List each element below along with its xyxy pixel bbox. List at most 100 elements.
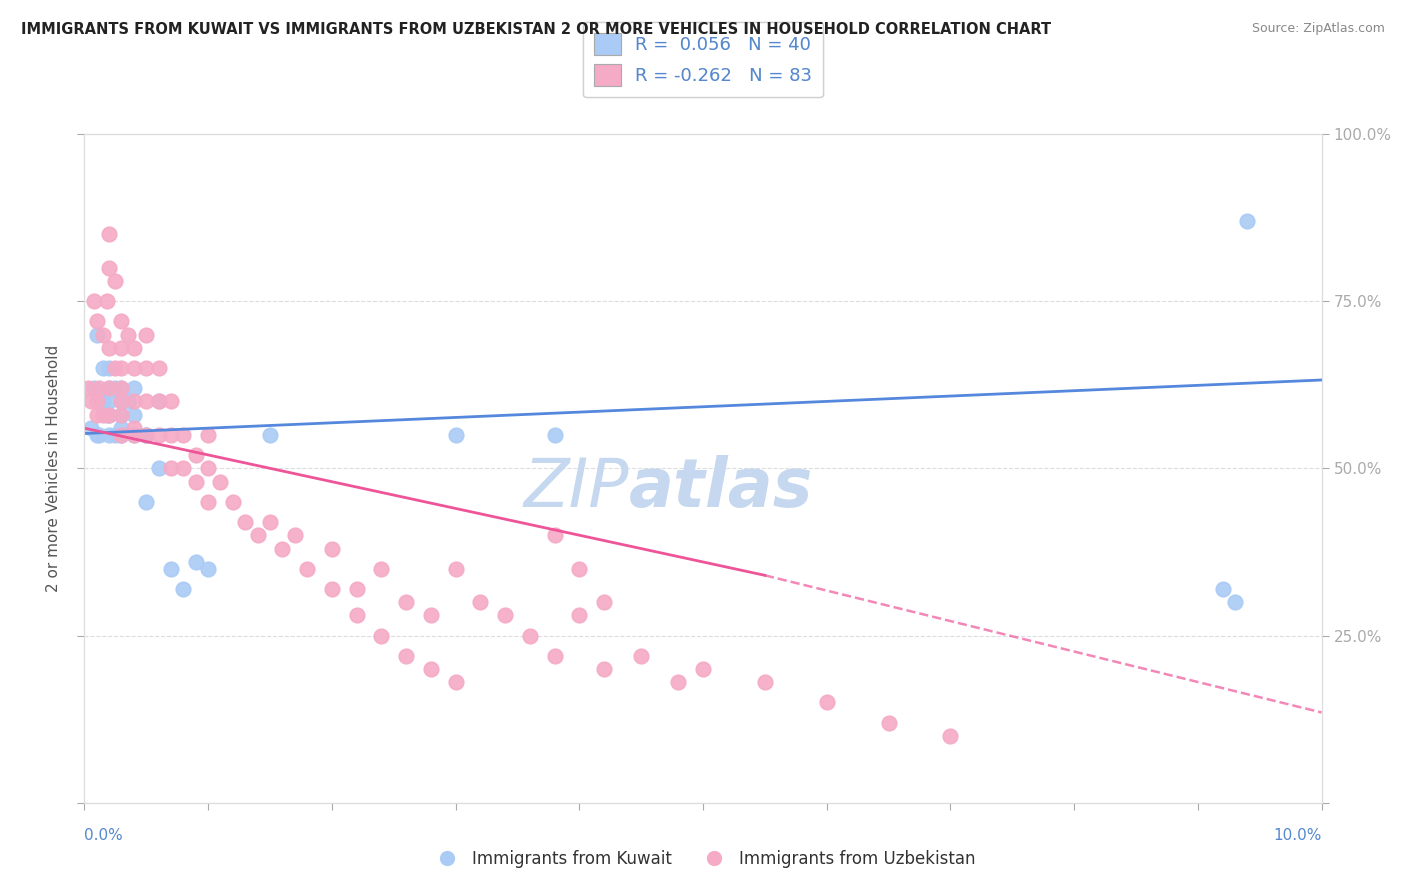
Point — [246, 528, 269, 542]
Point — [321, 541, 343, 556]
Text: Source: ZipAtlas.com: Source: ZipAtlas.com — [1251, 22, 1385, 36]
Point — [295, 562, 318, 576]
Point — [197, 562, 219, 576]
Point — [419, 662, 441, 676]
Point — [98, 428, 121, 442]
Point — [110, 314, 132, 328]
Point — [172, 461, 194, 475]
Point — [184, 448, 207, 462]
Point — [110, 394, 132, 409]
Point — [444, 562, 467, 576]
Point — [122, 421, 145, 435]
Point — [98, 408, 121, 422]
Point — [395, 648, 418, 663]
Point — [117, 394, 139, 409]
Point — [1212, 582, 1234, 596]
Point — [470, 595, 492, 609]
Point — [122, 428, 145, 442]
Point — [117, 327, 139, 342]
Point — [197, 494, 219, 508]
Point — [395, 595, 418, 609]
Point — [1223, 595, 1246, 609]
Point — [754, 675, 776, 690]
Point — [148, 428, 170, 442]
Point — [172, 582, 194, 596]
Point — [321, 582, 343, 596]
Point — [79, 421, 101, 435]
Point — [519, 628, 541, 642]
Point — [135, 428, 157, 442]
Point — [543, 648, 565, 663]
Point — [77, 381, 100, 395]
Point — [543, 428, 565, 442]
Point — [98, 341, 121, 355]
Point — [419, 608, 441, 623]
Point — [160, 394, 183, 409]
Point — [160, 428, 183, 442]
Point — [939, 729, 962, 743]
Point — [110, 341, 132, 355]
Point — [692, 662, 714, 676]
Point — [91, 394, 114, 409]
Point — [110, 408, 132, 422]
Point — [184, 555, 207, 569]
Point — [135, 494, 157, 508]
Text: 0.0%: 0.0% — [84, 828, 124, 843]
Point — [135, 428, 157, 442]
Point — [593, 595, 616, 609]
Point — [98, 394, 121, 409]
Point — [91, 408, 114, 422]
Text: ZIP: ZIP — [523, 456, 628, 521]
Point — [877, 715, 900, 730]
Point — [160, 461, 183, 475]
Point — [98, 260, 121, 275]
Point — [148, 394, 170, 409]
Point — [346, 608, 368, 623]
Point — [815, 696, 838, 710]
Point — [104, 361, 127, 376]
Point — [259, 428, 281, 442]
Point — [122, 361, 145, 376]
Point — [222, 494, 245, 508]
Point — [160, 562, 183, 576]
Point — [494, 608, 516, 623]
Text: atlas: atlas — [628, 456, 813, 521]
Point — [110, 421, 132, 435]
Point — [96, 294, 118, 309]
Point — [98, 381, 121, 395]
Point — [91, 327, 114, 342]
Point — [110, 408, 132, 422]
Point — [197, 461, 219, 475]
Point — [89, 428, 111, 442]
Point — [104, 381, 127, 395]
Point — [122, 408, 145, 422]
Point — [284, 528, 307, 542]
Point — [135, 394, 157, 409]
Point — [110, 361, 132, 376]
Text: IMMIGRANTS FROM KUWAIT VS IMMIGRANTS FROM UZBEKISTAN 2 OR MORE VEHICLES IN HOUSE: IMMIGRANTS FROM KUWAIT VS IMMIGRANTS FRO… — [21, 22, 1052, 37]
Point — [630, 648, 652, 663]
Point — [79, 394, 101, 409]
Point — [83, 381, 105, 395]
Point — [209, 475, 232, 489]
Point — [184, 475, 207, 489]
Point — [86, 327, 108, 342]
Point — [543, 528, 565, 542]
Point — [568, 562, 591, 576]
Point — [96, 408, 118, 422]
Point — [233, 515, 256, 529]
Point — [98, 408, 121, 422]
Point — [110, 381, 132, 395]
Point — [122, 394, 145, 409]
Point — [91, 361, 114, 376]
Point — [370, 628, 392, 642]
Point — [370, 562, 392, 576]
Point — [148, 461, 170, 475]
Point — [110, 428, 132, 442]
Point — [271, 541, 294, 556]
Point — [86, 408, 108, 422]
Point — [593, 662, 616, 676]
Point — [148, 361, 170, 376]
Point — [346, 582, 368, 596]
Text: 10.0%: 10.0% — [1274, 828, 1322, 843]
